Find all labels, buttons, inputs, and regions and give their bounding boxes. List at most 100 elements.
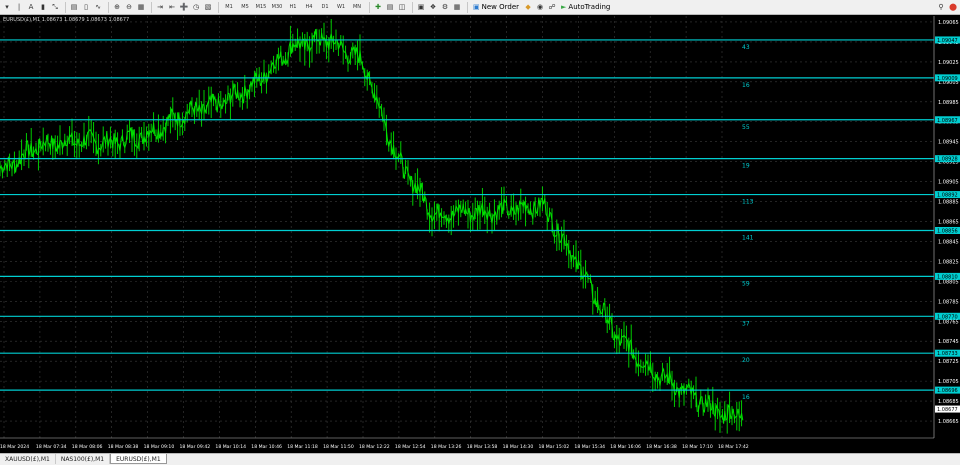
toolbar-separator — [218, 1, 219, 13]
current-price-tag — [935, 405, 960, 413]
arrow-cursor-icon[interactable]: ▾ — [5, 2, 9, 11]
price-tick-label: 1.08745 — [938, 339, 959, 345]
toolbar-separator — [108, 1, 109, 13]
price-tick-label: 1.08845 — [938, 239, 959, 245]
level-price-tag — [935, 36, 960, 44]
price-tick-label: 1.09005 — [938, 80, 959, 86]
time-tick-label: 18 Mar 13:58 — [467, 444, 498, 450]
level-label: 113 — [742, 199, 754, 206]
timeframe-mn[interactable]: MN — [352, 3, 362, 10]
timeframe-h4[interactable]: H4 — [305, 3, 313, 10]
tile-windows-icon[interactable]: ▦ — [137, 2, 145, 11]
vps-icon[interactable]: ☍ — [548, 2, 556, 11]
signals-icon[interactable]: ◉ — [536, 2, 544, 11]
new-order-button[interactable]: ▣ New Order — [471, 2, 521, 13]
periods-icon[interactable]: ◷ — [192, 2, 200, 11]
timeframe-d1[interactable]: D1 — [321, 3, 329, 10]
price-tick-label: 1.09065 — [938, 20, 959, 26]
level-label: 16 — [742, 82, 750, 89]
price-tick-label: 1.08865 — [938, 220, 959, 226]
autotrading-label: AutoTrading — [568, 2, 611, 11]
candlestick-icon[interactable]: ▯ — [84, 2, 88, 11]
toolbar-separator — [151, 1, 152, 13]
time-tick-label: 18 Mar 16:38 — [646, 444, 677, 450]
level-price-tag — [935, 386, 960, 394]
time-tick-label: 18 Mar 14:30 — [503, 444, 534, 450]
indicators-icon[interactable]: ➕ — [179, 2, 189, 11]
price-tick-label: 1.08925 — [938, 160, 959, 166]
tab-xauusd[interactable]: XAUUSD(£),M1 — [0, 454, 56, 464]
level-price-tag — [935, 155, 960, 163]
time-tick-label: 18 Mar 15:02 — [539, 444, 570, 450]
toolbar-separator — [412, 1, 413, 13]
price-tick-label: 1.09025 — [938, 60, 959, 66]
level-price-label: 1.08770 — [937, 314, 958, 320]
autotrading-icon: ► — [561, 2, 567, 11]
level-price-tag — [935, 116, 960, 124]
level-price-tag — [935, 272, 960, 280]
main-toolbar: ▾ | A ▮ ⤡ ▤ ▯ ∿ ⊕ ⊖ ▦ ⇥ ⇤ ➕ ◷ ▧ M1 M5 M1… — [0, 0, 960, 15]
zoom-in-icon[interactable]: ⊕ — [114, 2, 120, 11]
time-tick-label: 18 Mar 13:26 — [431, 444, 462, 450]
level-price-tag — [935, 226, 960, 234]
price-tick-label: 1.08765 — [938, 319, 959, 325]
tab-eurusd[interactable]: EURUSD(£),M1 — [110, 454, 167, 464]
price-tick-label: 1.08825 — [938, 259, 959, 265]
time-tick-label: 18 Mar 12:22 — [359, 444, 390, 450]
navigator-icon[interactable]: ▣ — [417, 2, 425, 11]
timeframe-m15[interactable]: M15 — [255, 3, 267, 10]
level-label: 16 — [742, 394, 750, 401]
price-tick-label: 1.08805 — [938, 279, 959, 285]
level-price-label: 1.09047 — [937, 38, 958, 44]
label-tool-icon[interactable]: ▮ — [41, 2, 45, 11]
timeframe-m5[interactable]: M5 — [241, 3, 249, 10]
meta-editor-icon[interactable]: ◆ — [525, 2, 531, 11]
autotrading-button[interactable]: ► AutoTrading — [559, 2, 612, 13]
templates-icon[interactable]: ▧ — [204, 2, 212, 11]
chart-tabs: XAUUSD(£),M1 NAS100(£),M1 EURUSD(£),M1 — [0, 453, 960, 465]
level-label: 37 — [742, 320, 750, 327]
time-tick-label: 18 Mar 11:18 — [287, 444, 318, 450]
timeframe-w1[interactable]: W1 — [336, 3, 346, 10]
level-price-tag — [935, 191, 960, 199]
close-icon[interactable]: ⬤ — [949, 2, 957, 11]
text-tool-icon[interactable]: A — [28, 2, 34, 11]
level-price-label: 1.08967 — [937, 118, 958, 124]
strategy-tester-icon[interactable]: ▦ — [453, 2, 461, 11]
terminal-icon[interactable]: ⚙ — [441, 2, 449, 11]
new-order-label: New Order — [481, 2, 520, 11]
timeframe-m30[interactable]: M30 — [271, 3, 283, 10]
market-watch-icon[interactable]: ◫ — [398, 2, 406, 11]
price-tick-label: 1.08725 — [938, 359, 959, 365]
price-tick-label: 1.08945 — [938, 140, 959, 146]
level-price-label: 1.08733 — [937, 351, 958, 357]
autoscroll-icon[interactable]: ⇥ — [157, 2, 163, 11]
data-window-icon[interactable]: ❖ — [429, 2, 437, 11]
price-tick-label: 1.08665 — [938, 419, 959, 425]
symbol-label: EURUSD(£),M1 1.08673 1.08679 1.08673 1.0… — [3, 17, 130, 23]
profiles-icon[interactable]: ▤ — [386, 2, 394, 11]
level-price-tag — [935, 312, 960, 320]
level-price-label: 1.08856 — [937, 228, 958, 234]
tab-nas100[interactable]: NAS100(£),M1 — [56, 454, 111, 464]
arrows-tool-icon[interactable]: ⤡ — [52, 2, 58, 11]
zoom-out-icon[interactable]: ⊖ — [126, 2, 132, 11]
line-chart-icon[interactable]: ∿ — [95, 2, 101, 11]
level-label: 20 — [742, 357, 750, 364]
bar-chart-icon[interactable]: ▤ — [70, 2, 78, 11]
new-chart-icon[interactable]: ✚ — [375, 2, 381, 11]
line-tool-icon[interactable]: | — [17, 2, 21, 11]
price-series-line — [0, 29, 744, 424]
chart-shift-icon[interactable]: ⇤ — [169, 2, 175, 11]
level-label: 19 — [742, 163, 750, 170]
timeframe-h1[interactable]: H1 — [289, 3, 297, 10]
chart-area[interactable]: 1.090651.090451.090251.090051.089851.089… — [0, 16, 960, 453]
level-price-label: 1.08928 — [937, 157, 958, 163]
search-icon[interactable]: ⚲ — [938, 2, 944, 11]
level-price-label: 1.08892 — [937, 193, 958, 199]
timeframe-m1[interactable]: M1 — [225, 3, 233, 10]
price-chart[interactable]: 1.090651.090451.090251.090051.089851.089… — [0, 16, 960, 453]
time-tick-label: 18 Mar 12:54 — [395, 444, 426, 450]
time-tick-label: 18 Mar 2024 — [0, 444, 29, 450]
price-tick-label: 1.08985 — [938, 100, 959, 106]
